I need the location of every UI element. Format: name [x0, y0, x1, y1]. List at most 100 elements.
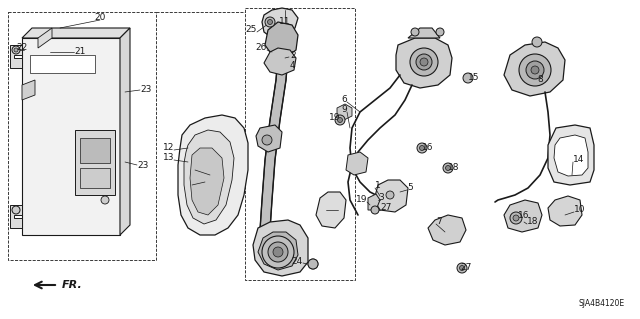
- Circle shape: [416, 54, 432, 70]
- Polygon shape: [178, 115, 248, 235]
- Circle shape: [308, 259, 318, 269]
- Polygon shape: [554, 135, 588, 176]
- Polygon shape: [548, 125, 594, 185]
- Polygon shape: [262, 8, 298, 38]
- Polygon shape: [504, 200, 542, 232]
- Text: 18: 18: [448, 164, 460, 173]
- Circle shape: [531, 66, 539, 74]
- Text: SJA4B4120E: SJA4B4120E: [579, 299, 625, 308]
- Circle shape: [14, 48, 18, 52]
- Polygon shape: [504, 42, 565, 96]
- Text: 11: 11: [279, 18, 291, 26]
- Polygon shape: [253, 220, 308, 276]
- Polygon shape: [316, 192, 346, 228]
- Text: 6: 6: [341, 95, 347, 105]
- Polygon shape: [408, 28, 440, 38]
- Polygon shape: [346, 152, 368, 175]
- Polygon shape: [396, 38, 452, 88]
- Text: 18: 18: [527, 218, 538, 226]
- Circle shape: [268, 242, 288, 262]
- Text: 21: 21: [74, 48, 85, 56]
- Text: 27: 27: [380, 204, 392, 212]
- Bar: [8, 12, 156, 260]
- Polygon shape: [190, 148, 224, 215]
- Polygon shape: [10, 205, 22, 228]
- Circle shape: [419, 145, 424, 151]
- Polygon shape: [264, 48, 296, 75]
- Text: 27: 27: [460, 263, 472, 272]
- Bar: [80, 168, 110, 188]
- Circle shape: [519, 54, 551, 86]
- Circle shape: [12, 206, 20, 214]
- Polygon shape: [258, 55, 288, 260]
- Circle shape: [12, 46, 20, 54]
- Text: 13: 13: [163, 153, 174, 162]
- Text: 23: 23: [137, 160, 148, 169]
- Circle shape: [337, 117, 342, 122]
- Polygon shape: [75, 130, 115, 195]
- Circle shape: [310, 262, 316, 266]
- Polygon shape: [256, 125, 282, 152]
- Text: 7: 7: [436, 218, 442, 226]
- Polygon shape: [184, 130, 234, 224]
- Text: 16: 16: [422, 144, 433, 152]
- Circle shape: [436, 28, 444, 36]
- Circle shape: [526, 61, 544, 79]
- Text: 1: 1: [375, 181, 381, 189]
- Text: FR.: FR.: [62, 280, 83, 290]
- Circle shape: [460, 265, 465, 271]
- Text: 4: 4: [290, 61, 296, 70]
- Bar: [80, 138, 110, 163]
- Polygon shape: [265, 22, 298, 58]
- Polygon shape: [337, 104, 352, 120]
- Circle shape: [262, 236, 294, 268]
- Polygon shape: [22, 28, 130, 38]
- Circle shape: [510, 212, 522, 224]
- Text: 3: 3: [378, 192, 384, 202]
- Text: 19: 19: [355, 196, 367, 204]
- Circle shape: [371, 206, 379, 214]
- Text: 5: 5: [407, 183, 413, 192]
- Text: 16: 16: [518, 211, 529, 219]
- Circle shape: [268, 19, 273, 25]
- Circle shape: [101, 196, 109, 204]
- Circle shape: [335, 115, 345, 125]
- Polygon shape: [374, 180, 408, 212]
- Circle shape: [443, 163, 453, 173]
- Text: 25: 25: [246, 26, 257, 34]
- Circle shape: [262, 135, 272, 145]
- Polygon shape: [428, 215, 466, 245]
- Text: 19: 19: [328, 114, 340, 122]
- Polygon shape: [38, 28, 52, 48]
- Text: 15: 15: [468, 73, 479, 83]
- Polygon shape: [120, 28, 130, 235]
- Text: 23: 23: [140, 85, 152, 94]
- Circle shape: [445, 166, 451, 170]
- Circle shape: [386, 191, 394, 199]
- Text: 26: 26: [255, 43, 267, 53]
- Text: 20: 20: [94, 13, 106, 23]
- Circle shape: [532, 37, 542, 47]
- Text: 2: 2: [290, 50, 296, 60]
- Polygon shape: [22, 38, 120, 235]
- Circle shape: [411, 28, 419, 36]
- Polygon shape: [258, 232, 298, 270]
- Circle shape: [463, 73, 473, 83]
- Bar: [245, 8, 355, 280]
- Polygon shape: [548, 196, 582, 226]
- Text: 9: 9: [341, 106, 347, 115]
- Polygon shape: [10, 45, 22, 68]
- Circle shape: [420, 58, 428, 66]
- Polygon shape: [22, 80, 35, 100]
- Text: 10: 10: [574, 205, 586, 214]
- Text: 8: 8: [537, 76, 543, 85]
- Polygon shape: [368, 194, 380, 210]
- Circle shape: [410, 48, 438, 76]
- Text: 12: 12: [163, 144, 174, 152]
- Text: 24: 24: [292, 257, 303, 266]
- Circle shape: [308, 259, 318, 269]
- Circle shape: [457, 263, 467, 273]
- Circle shape: [265, 17, 275, 27]
- Circle shape: [273, 247, 283, 257]
- Circle shape: [513, 215, 519, 221]
